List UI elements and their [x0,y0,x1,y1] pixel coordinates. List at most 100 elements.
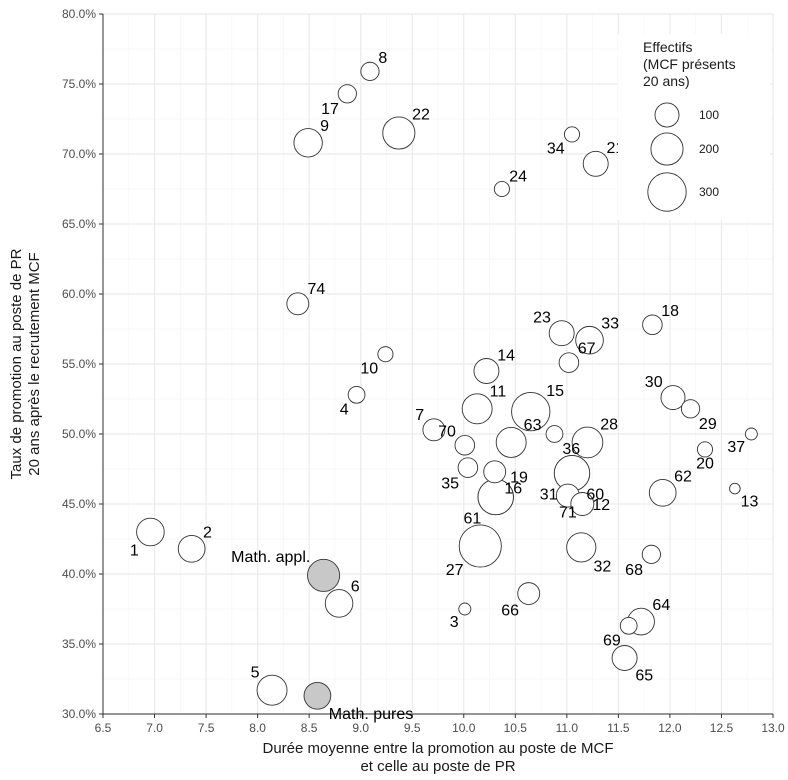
x-tick-label: 7.5 [198,721,215,735]
data-point [473,358,500,384]
legend-key-circle [654,102,680,128]
legend-key-circle [647,172,687,212]
data-label: 63 [524,417,542,434]
x-tick-label: 10.5 [504,721,528,735]
legend-title: (MCF présents [643,56,736,72]
data-label: 64 [652,597,670,614]
data-label: 4 [340,402,349,419]
data-label: 27 [446,562,464,579]
data-label: 60 [586,487,604,504]
data-label: 9 [320,118,329,135]
data-label: 2 [203,524,212,541]
y-tick-label: 40.0% [62,567,96,581]
data-label: 22 [412,107,430,124]
data-point [575,325,604,355]
data-label: 18 [661,303,679,320]
data-point [582,150,609,177]
x-tick-label: 12.0 [658,721,682,735]
data-point [177,534,206,563]
data-label: 7 [415,407,424,424]
y-tick-label: 70.0% [62,147,96,161]
data-point [307,558,341,592]
data-point [454,434,476,456]
x-tick-label: 11.5 [607,721,630,735]
data-point [511,391,551,432]
data-point [461,393,493,425]
data-label: 20 [696,456,714,473]
data-label: 70 [438,423,456,440]
data-label: 24 [509,169,527,186]
data-label: 65 [635,668,653,685]
x-tick-label: 9.5 [404,721,421,735]
x-axis-title: Durée moyenne entre la promotion au post… [262,740,613,757]
data-point [347,385,366,404]
axes: 6.5 7.0 7.5 8.0 8.5 9.0 9.5 10.0 10.5 11.0 11.5 12.… [8,7,785,775]
data-point [619,616,638,635]
data-point [660,385,686,411]
y-axis-title: 20 ans après le recrutement MCF [26,252,43,475]
y-tick-label: 60.0% [62,287,96,301]
data-point [377,346,394,363]
grid [102,13,774,715]
data-label: 62 [674,468,692,485]
data-point [566,532,597,563]
y-tick-label: 80.0% [62,7,96,21]
data-point [256,674,288,706]
data-label: 8 [378,50,387,67]
data-label: 1 [130,543,139,560]
data-point [696,441,713,458]
data-point [136,517,165,547]
data-point [729,482,741,495]
data-point [563,126,581,143]
y-tick-label: 65.0% [62,217,96,231]
legend-background [618,34,770,220]
data-point [642,314,663,336]
data-label: 23 [533,309,551,326]
x-tick-label: 10.0 [452,721,476,735]
data-point [517,582,541,606]
data-point [493,180,510,198]
data-points [136,61,758,710]
data-point [744,427,758,441]
data-label: 36 [562,441,580,458]
data-point [324,589,354,618]
data-label: 32 [594,559,612,576]
data-point [558,352,580,373]
data-label: 74 [308,281,326,298]
data-label: 30 [645,374,663,391]
x-axis-title: et celle au poste de PR [360,758,515,775]
x-tick-label: 8.0 [249,721,266,735]
data-label: 37 [727,439,745,456]
legend-title: 20 ans) [643,73,690,89]
legend-key-circle [650,132,684,166]
x-tick-label: 8.5 [301,721,318,735]
data-label: 19 [510,470,528,487]
x-tick-label: 7.0 [146,721,163,735]
data-point [611,645,638,671]
data-point [641,544,661,564]
x-tick-label: 6.5 [95,721,112,735]
y-tick-label: 45.0% [62,497,96,511]
data-point [458,524,502,568]
legend-key-label: 300 [699,185,719,199]
y-tick-label: 55.0% [62,357,96,371]
data-point [457,457,479,478]
data-point [337,84,357,104]
data-point [571,426,604,459]
y-tick-label: 30.0% [62,707,96,721]
y-tick-label: 75.0% [62,77,96,91]
legend-key-label: 100 [699,108,719,122]
data-label: 61 [464,510,482,527]
data-label: 5 [251,665,260,682]
data-label: 15 [546,383,564,400]
data-point [680,399,701,419]
data-label: 16 [504,480,522,497]
data-label: 71 [559,505,577,522]
data-label: 14 [497,347,515,364]
legend-key-label: 200 [699,142,719,156]
data-point [458,602,472,616]
data-label: 3 [450,614,459,631]
